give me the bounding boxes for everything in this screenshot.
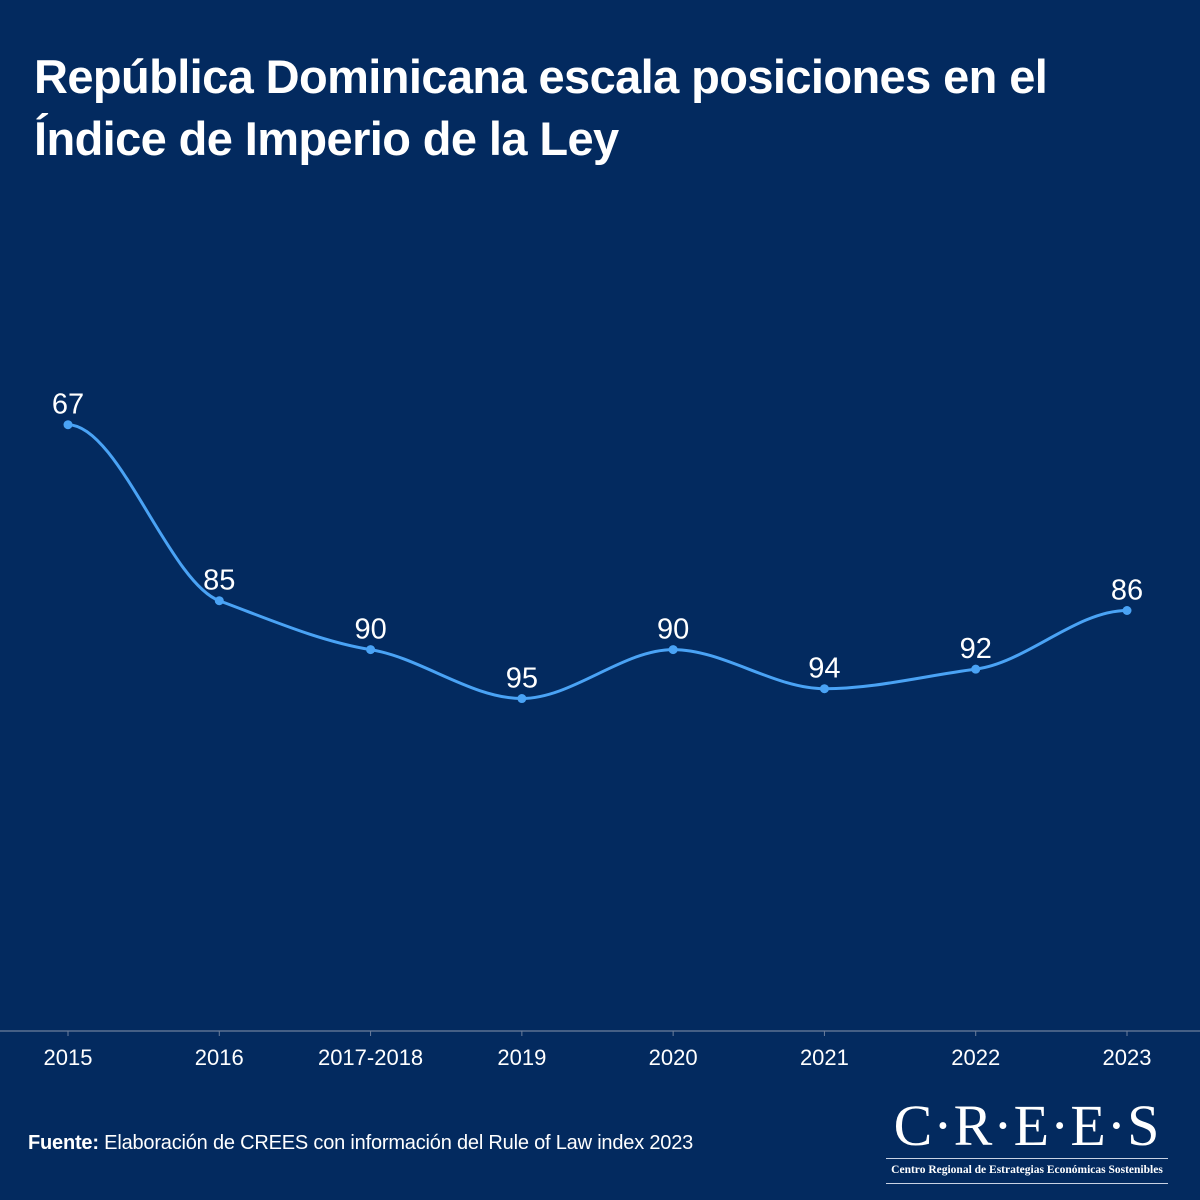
data-point [971, 664, 981, 674]
data-point [668, 645, 678, 655]
logo-divider-bottom [886, 1183, 1168, 1184]
chart-title: República Dominicana escala posiciones e… [34, 50, 1048, 165]
data-point [517, 694, 527, 704]
logo-mark: C·R·E·E·S [893, 1093, 1161, 1158]
logo-divider [886, 1158, 1168, 1159]
data-label: 90 [354, 614, 386, 646]
data-label: 67 [52, 389, 84, 421]
data-label: 92 [960, 633, 992, 665]
x-tick-label: 2021 [800, 1045, 849, 1070]
data-label: 90 [657, 614, 689, 646]
data-label: 86 [1111, 575, 1143, 607]
x-tick-label: 2019 [497, 1045, 546, 1070]
x-tick-label: 2023 [1103, 1045, 1152, 1070]
source-text: Elaboración de CREES con información del… [98, 1132, 694, 1154]
x-tick-label: 2015 [44, 1045, 93, 1070]
source-note: Fuente: Elaboración de CREES con informa… [28, 1132, 693, 1155]
data-point [214, 596, 224, 606]
x-tick-label: 2016 [195, 1045, 244, 1070]
x-tick-label: 2022 [951, 1045, 1000, 1070]
data-label: 85 [203, 565, 235, 597]
data-label: 94 [808, 653, 840, 685]
source-label: Fuente: [28, 1132, 99, 1154]
data-point [63, 420, 73, 430]
data-label: 95 [506, 663, 538, 695]
logo-subtitle: Centro Regional de Estrategias Económica… [891, 1164, 1163, 1176]
data-point [366, 645, 376, 655]
data-point [819, 684, 829, 694]
data-point [1122, 606, 1132, 615]
x-tick-label: 2017-2018 [318, 1045, 423, 1070]
crees-logo: C·R·E·E·S Centro Regional de Estrategias… [886, 1096, 1168, 1188]
x-tick-label: 2020 [649, 1045, 698, 1070]
